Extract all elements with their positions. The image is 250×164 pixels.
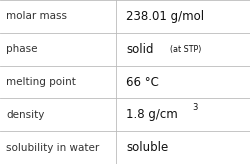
Text: 66 °C: 66 °C (126, 75, 159, 89)
Text: 238.01 g/mol: 238.01 g/mol (126, 10, 204, 23)
Text: (at STP): (at STP) (170, 45, 201, 54)
Text: 1.8 g/cm: 1.8 g/cm (126, 108, 178, 121)
Text: 3: 3 (192, 103, 198, 112)
Text: phase: phase (6, 44, 38, 54)
Text: soluble: soluble (126, 141, 168, 154)
Text: solid: solid (126, 43, 154, 56)
Text: solubility in water: solubility in water (6, 143, 100, 153)
Text: density: density (6, 110, 44, 120)
Text: melting point: melting point (6, 77, 76, 87)
Text: molar mass: molar mass (6, 11, 67, 21)
